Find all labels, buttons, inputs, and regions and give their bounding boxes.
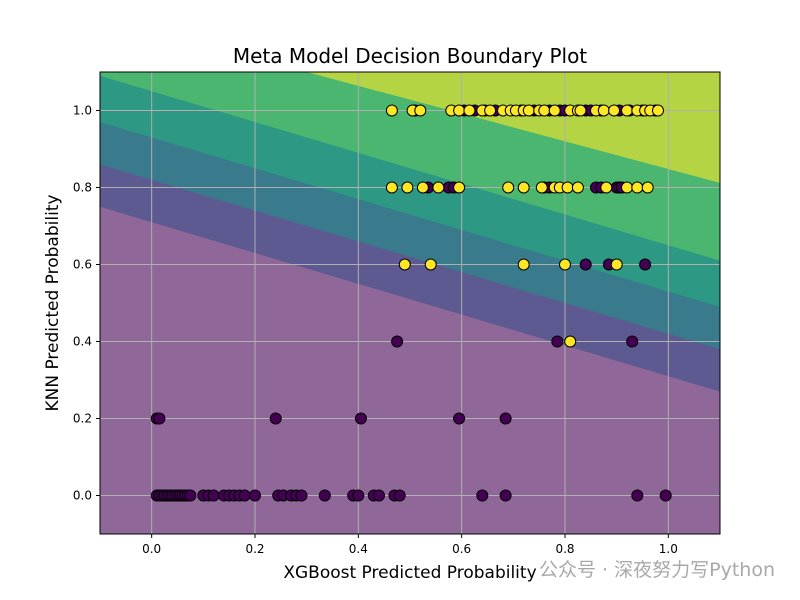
point-class-0 bbox=[639, 258, 652, 271]
point-class-0 bbox=[393, 489, 406, 502]
point-class-0 bbox=[659, 489, 672, 502]
y-tick-label: 0.8 bbox=[73, 181, 92, 195]
point-class-1 bbox=[631, 181, 644, 194]
point-class-1 bbox=[424, 258, 437, 271]
point-class-0 bbox=[207, 489, 220, 502]
point-class-1 bbox=[453, 104, 466, 117]
x-tick-label: 0.2 bbox=[245, 542, 264, 556]
x-tick-label: 1.0 bbox=[659, 542, 678, 556]
point-class-0 bbox=[153, 412, 166, 425]
point-class-0 bbox=[579, 258, 592, 271]
y-tick-label: 0.4 bbox=[73, 335, 92, 349]
point-class-0 bbox=[238, 489, 251, 502]
watermark-text: 公众号 · 深夜努力写Python bbox=[539, 559, 775, 581]
point-class-1 bbox=[538, 104, 551, 117]
point-class-0 bbox=[269, 412, 282, 425]
x-tick-label: 0.8 bbox=[555, 542, 574, 556]
chart-title: Meta Model Decision Boundary Plot bbox=[233, 44, 587, 68]
point-class-1 bbox=[414, 104, 427, 117]
point-class-0 bbox=[499, 412, 512, 425]
y-tick-label: 0.0 bbox=[73, 489, 92, 503]
point-class-1 bbox=[432, 181, 445, 194]
point-class-0 bbox=[499, 489, 512, 502]
x-axis-label: XGBoost Predicted Probability bbox=[283, 563, 536, 583]
point-class-1 bbox=[517, 181, 530, 194]
point-class-0 bbox=[631, 489, 644, 502]
y-tick-label: 1.0 bbox=[73, 104, 92, 118]
point-class-1 bbox=[535, 181, 548, 194]
point-class-1 bbox=[600, 181, 613, 194]
point-class-1 bbox=[385, 181, 398, 194]
y-tick-label: 0.6 bbox=[73, 258, 92, 272]
point-class-1 bbox=[610, 258, 623, 271]
point-class-1 bbox=[652, 104, 664, 117]
point-class-1 bbox=[463, 104, 476, 117]
point-class-1 bbox=[416, 181, 429, 194]
point-class-1 bbox=[621, 181, 633, 194]
x-tick-label: 0.6 bbox=[452, 542, 471, 556]
point-class-0 bbox=[551, 335, 564, 348]
point-class-1 bbox=[621, 104, 633, 117]
point-class-0 bbox=[476, 489, 489, 502]
x-tick-label: 0.4 bbox=[349, 542, 368, 556]
point-class-1 bbox=[597, 104, 610, 117]
plot-frame bbox=[99, 71, 721, 535]
point-class-1 bbox=[453, 181, 466, 194]
point-class-1 bbox=[517, 258, 530, 271]
point-class-1 bbox=[484, 104, 497, 117]
point-class-1 bbox=[608, 104, 621, 117]
point-class-0 bbox=[184, 489, 197, 502]
point-class-0 bbox=[352, 489, 365, 502]
point-class-0 bbox=[249, 489, 261, 502]
contour-level-5 bbox=[306, 72, 720, 183]
point-class-0 bbox=[453, 412, 466, 425]
y-tick-label: 0.2 bbox=[73, 412, 92, 426]
point-class-1 bbox=[398, 258, 411, 271]
point-class-0 bbox=[295, 489, 308, 502]
point-class-1 bbox=[502, 181, 515, 194]
point-class-1 bbox=[641, 181, 654, 194]
point-class-1 bbox=[385, 104, 398, 117]
point-class-0 bbox=[373, 489, 385, 502]
point-class-1 bbox=[564, 335, 577, 348]
point-class-0 bbox=[318, 489, 331, 502]
point-class-0 bbox=[391, 335, 404, 348]
x-axis-ticks: 0.0 0.2 0.4 0.6 0.8 1.0 bbox=[142, 534, 678, 556]
point-class-1 bbox=[548, 104, 561, 117]
point-class-1 bbox=[561, 181, 574, 194]
point-class-1 bbox=[574, 104, 587, 117]
point-class-1 bbox=[522, 104, 535, 117]
scatter-points bbox=[150, 104, 672, 502]
y-axis-ticks: 0.0 0.2 0.4 0.6 0.8 1.0 bbox=[73, 104, 100, 503]
point-class-1 bbox=[401, 181, 414, 194]
y-axis-label: KNN Predicted Probability bbox=[43, 194, 63, 411]
x-tick-label: 0.0 bbox=[142, 542, 161, 556]
point-class-0 bbox=[354, 412, 367, 425]
point-class-1 bbox=[559, 258, 571, 271]
point-class-1 bbox=[571, 181, 584, 194]
point-class-0 bbox=[626, 335, 639, 348]
